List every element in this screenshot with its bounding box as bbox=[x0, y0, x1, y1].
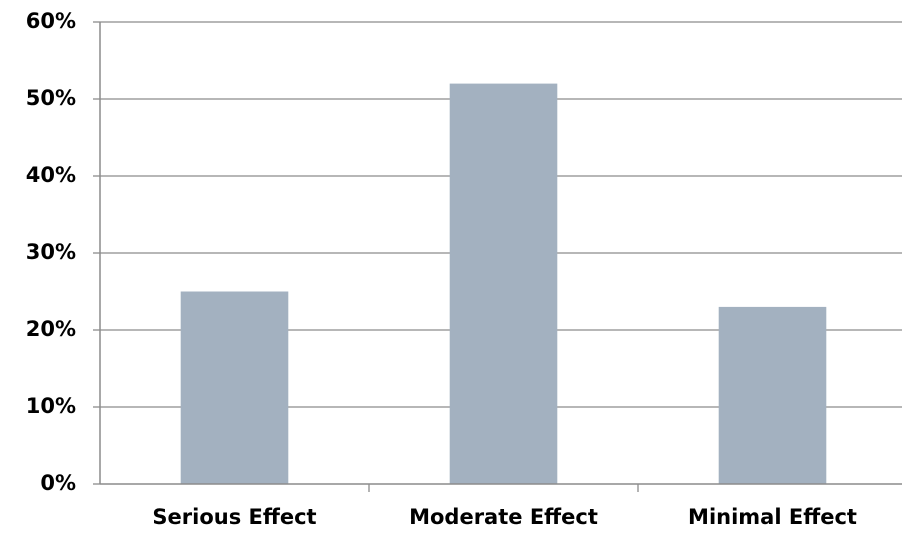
y-tick-label: 10% bbox=[26, 394, 76, 418]
x-tick-label: Moderate Effect bbox=[409, 505, 598, 529]
y-tick-label: 50% bbox=[26, 86, 76, 110]
x-tick-label: Serious Effect bbox=[152, 505, 316, 529]
y-tick-label: 30% bbox=[26, 240, 76, 264]
x-tick-label: Minimal Effect bbox=[688, 505, 857, 529]
bar bbox=[718, 306, 827, 484]
bar bbox=[449, 83, 558, 484]
bar bbox=[180, 291, 289, 484]
y-tick-label: 60% bbox=[26, 9, 76, 33]
y-tick-label: 40% bbox=[26, 163, 76, 187]
y-tick-label: 0% bbox=[40, 471, 76, 495]
y-tick-label: 20% bbox=[26, 317, 76, 341]
